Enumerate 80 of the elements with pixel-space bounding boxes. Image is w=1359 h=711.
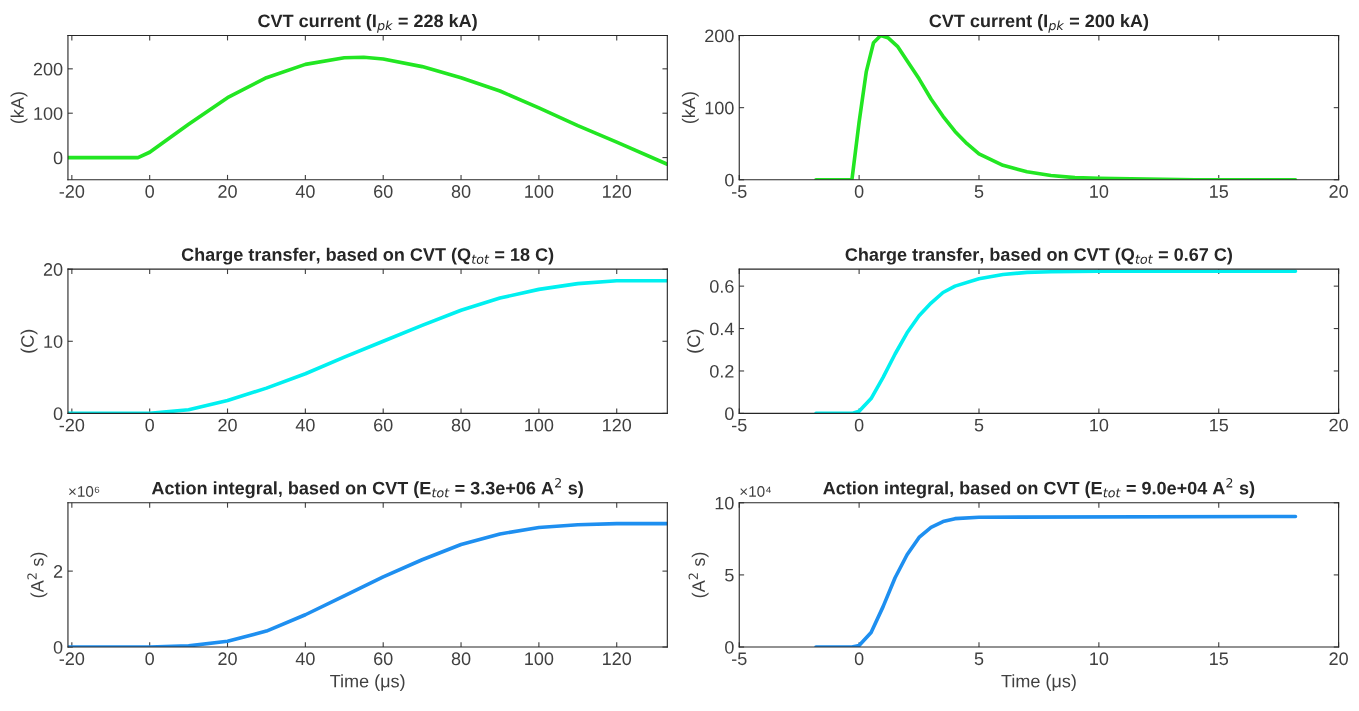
line-series: [814, 514, 1298, 648]
chart-title: Charge transfer, based on CVT (Q$_{tot}$ = 0.67 C): [845, 247, 1232, 265]
y-tick-label: 0: [53, 640, 63, 654]
x-tick-label: 120: [603, 418, 632, 432]
x-tick-label: 20: [218, 185, 237, 198]
x-tick-label: 20: [218, 652, 237, 666]
x-tick-label: 15: [1210, 652, 1229, 666]
x-tick-label: 80: [451, 185, 471, 198]
x-tick-label: -5: [732, 652, 747, 666]
x-tick-label: -20: [59, 185, 85, 198]
y-axis-title: (kA): [681, 92, 699, 124]
x-tick-label: 20: [1329, 418, 1348, 432]
line-series: [67, 55, 668, 167]
x-tick-label: 40: [295, 418, 315, 432]
x-tick-label: 60: [374, 652, 393, 666]
y-tick-label: 0: [53, 151, 63, 165]
x-tick-label: 10: [1090, 418, 1109, 432]
y-tick-label: 0.2: [709, 364, 734, 378]
y-axis-title: (C): [20, 329, 38, 353]
x-tick-label: 100: [525, 652, 554, 666]
x-tick-label: 120: [603, 185, 632, 198]
x-tick-label: -20: [59, 652, 85, 666]
text: ×10⁶: [69, 486, 100, 497]
y-axis-title: (kA): [10, 92, 28, 124]
x-tick-label: 100: [525, 185, 554, 198]
y-tick-label: 0: [53, 407, 63, 421]
x-tick-label: 10: [1090, 185, 1109, 198]
y-tick-label: 200: [705, 29, 734, 43]
chart-title: Action integral, based on CVT (E$_{tot}$ = 3.3e+06 A$^{2}$ s): [151, 478, 583, 499]
x-tick-label: 5: [974, 418, 984, 432]
chart-title: CVT current (I$_{pk}$ = 228 kA): [258, 14, 477, 33]
x-tick-label: 10: [1090, 652, 1109, 666]
x-tick-label: 5: [974, 185, 984, 198]
x-tick-label: 80: [451, 418, 471, 432]
x-tick-label: 20: [1329, 652, 1348, 666]
y-tick-label: 100: [705, 101, 734, 115]
y-axis-title: (A$^{2}$ s): [27, 552, 48, 598]
x-tick-label: 60: [374, 418, 393, 432]
y-tick-label: 2: [53, 565, 63, 578]
y-tick-label: 0: [725, 640, 734, 654]
x-tick-label: 0: [854, 652, 864, 666]
x-tick-label: 60: [374, 185, 393, 198]
x-tick-label: 0: [145, 418, 154, 432]
chart-title: Charge transfer, based on CVT (Q$_{tot}$ = 18 C): [181, 247, 554, 265]
y-tick-label: 0: [725, 407, 734, 421]
y-axis-title: (C): [686, 329, 704, 353]
x-tick-label: 40: [295, 652, 315, 666]
y-axis-title: (A$^{2}$ s): [688, 552, 709, 598]
x-tick-label: 5: [974, 652, 984, 666]
x-tick-label: -5: [732, 185, 747, 198]
x-tick-label: 0: [854, 185, 864, 198]
x-tick-label: 0: [145, 185, 154, 198]
y-tick-label: 0: [725, 173, 734, 187]
chart-title: Action integral, based on CVT (E$_{tot}$ = 9.0e+04 A$^{2}$ s): [823, 478, 1255, 499]
y-tick-label: 10: [44, 335, 63, 348]
text: ×10⁴: [740, 486, 771, 497]
x-tick-label: 20: [1329, 185, 1348, 198]
line-series: [814, 269, 1298, 414]
x-tick-label: 20: [218, 418, 237, 432]
x-axis-title: Time (μs): [330, 674, 405, 692]
chart-title: CVT current (I$_{pk}$ = 200 kA): [929, 14, 1149, 33]
x-tick-label: -20: [59, 418, 85, 432]
y-tick-label: 100: [34, 107, 63, 120]
x-tick-label: 0: [854, 418, 864, 432]
y-tick-label: 20: [43, 263, 63, 276]
x-axis-title: Time (μs): [1001, 674, 1076, 692]
x-tick-label: 40: [295, 185, 315, 198]
x-tick-label: 100: [525, 418, 554, 432]
y-tick-label: 0.6: [709, 280, 734, 293]
y-tick-label: 0.4: [709, 322, 734, 336]
y-tick-label: 5: [725, 569, 734, 582]
x-tick-label: 15: [1210, 185, 1229, 198]
x-tick-label: 80: [451, 652, 471, 666]
y-tick-label: 10: [715, 496, 734, 510]
y-tick-label: 200: [33, 62, 63, 76]
x-tick-label: 120: [603, 652, 632, 666]
x-tick-label: -5: [732, 418, 747, 432]
line-series: [814, 35, 1298, 180]
x-tick-label: 0: [145, 652, 154, 666]
x-tick-label: 15: [1210, 418, 1229, 432]
